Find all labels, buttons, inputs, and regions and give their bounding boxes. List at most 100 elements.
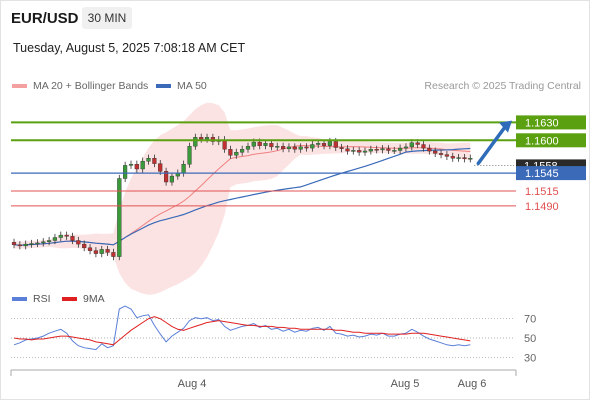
price-candle xyxy=(111,248,116,261)
candle-body xyxy=(93,250,98,254)
price-candle xyxy=(163,167,169,186)
price-candle xyxy=(58,231,63,242)
price-candle xyxy=(64,231,69,240)
price-candle xyxy=(362,147,368,156)
interval-button[interactable]: 30 MIN xyxy=(82,7,132,29)
price-candle xyxy=(357,146,362,156)
price-candle xyxy=(433,147,438,157)
candle-body xyxy=(398,147,403,151)
candle-body xyxy=(321,143,327,146)
price-candle xyxy=(52,233,57,245)
price-candle xyxy=(134,160,139,173)
candle-body xyxy=(345,148,350,152)
candle-body xyxy=(99,249,104,254)
candle-body xyxy=(316,143,321,145)
candle-body xyxy=(158,163,163,172)
candle-body xyxy=(304,146,309,149)
candle-body xyxy=(128,163,134,166)
candle-body xyxy=(11,242,17,245)
candle-body xyxy=(152,157,157,164)
price-candle xyxy=(41,238,46,247)
legend-bollinger-label: MA 20 + Bollinger Bands xyxy=(33,80,149,92)
x-axis-date-label: Aug 4 xyxy=(178,378,207,390)
candle-body xyxy=(386,148,391,151)
price-candle xyxy=(140,157,145,173)
candle-body xyxy=(357,150,362,153)
candle-body xyxy=(204,137,210,140)
candle-body xyxy=(140,160,145,170)
candle-body xyxy=(117,178,122,257)
candle-body xyxy=(134,163,139,170)
candle-body xyxy=(163,171,169,183)
rsi-ma-line xyxy=(13,316,471,346)
candle-body xyxy=(351,150,356,152)
candle-body xyxy=(87,247,93,251)
candle-body xyxy=(403,146,409,149)
price-candle xyxy=(468,154,473,163)
candle-body xyxy=(362,150,368,153)
candle-body xyxy=(333,141,338,148)
level-label-support: 1.1515 xyxy=(525,186,559,198)
price-candle xyxy=(403,143,409,152)
price-candle xyxy=(380,145,385,154)
price-candle xyxy=(105,245,110,256)
candle-body xyxy=(298,146,303,150)
price-candle xyxy=(29,239,34,248)
level-label-resistance: 1.1600 xyxy=(525,135,559,147)
candle-body xyxy=(64,234,69,237)
candle-body xyxy=(456,157,461,159)
candle-body xyxy=(41,241,46,244)
x-axis-date-label: Aug 6 xyxy=(458,378,487,390)
chart-datetime: Tuesday, August 5, 2025 7:08:18 AM CET xyxy=(13,41,246,55)
candle-body xyxy=(269,143,274,148)
legend-ma50-label: MA 50 xyxy=(177,80,207,92)
candle-body xyxy=(146,157,151,162)
price-candle xyxy=(438,149,444,159)
legend-ma50: MA 50 xyxy=(156,80,207,92)
price-candle xyxy=(392,146,397,154)
candle-body xyxy=(450,156,455,159)
price-candle xyxy=(427,144,432,155)
legend-rsi-ma-label: 9MA xyxy=(83,293,105,305)
candle-body xyxy=(310,144,315,149)
level-box-resistance xyxy=(516,133,586,148)
bollinger-swatch-icon xyxy=(12,84,27,88)
candle-body xyxy=(193,137,198,147)
candle-body xyxy=(275,146,280,148)
research-credit: Research © 2025 Trading Central xyxy=(424,80,581,92)
candle-body xyxy=(245,146,251,150)
price-candle xyxy=(228,145,233,159)
candle-body xyxy=(234,151,239,156)
price-candle xyxy=(374,145,379,154)
price-candle xyxy=(310,140,315,152)
price-candle xyxy=(339,143,344,153)
price-candle xyxy=(17,241,22,250)
candle-body xyxy=(421,144,426,149)
price-candle xyxy=(193,133,198,150)
price-candle xyxy=(82,240,87,252)
candle-body xyxy=(444,154,449,157)
symbol-title: EUR/USD xyxy=(11,10,79,27)
candle-body xyxy=(433,150,438,154)
price-candle xyxy=(275,142,280,151)
price-candle xyxy=(298,143,303,153)
price-candle xyxy=(398,144,403,154)
price-candle xyxy=(345,145,350,155)
candle-body xyxy=(122,165,128,179)
candle-body xyxy=(23,243,28,247)
price-candle xyxy=(152,154,157,168)
candle-body xyxy=(169,175,174,183)
candle-body xyxy=(327,141,332,146)
candle-body xyxy=(199,137,204,140)
price-candle xyxy=(158,160,163,175)
price-candle xyxy=(99,245,104,258)
candle-body xyxy=(339,147,344,149)
candle-body xyxy=(251,141,256,147)
candle-body xyxy=(438,153,444,155)
price-candle xyxy=(11,238,17,249)
candle-body xyxy=(368,149,373,152)
legend-rsi-label: RSI xyxy=(33,293,51,305)
price-candle xyxy=(23,240,28,250)
candle-body xyxy=(286,146,292,149)
